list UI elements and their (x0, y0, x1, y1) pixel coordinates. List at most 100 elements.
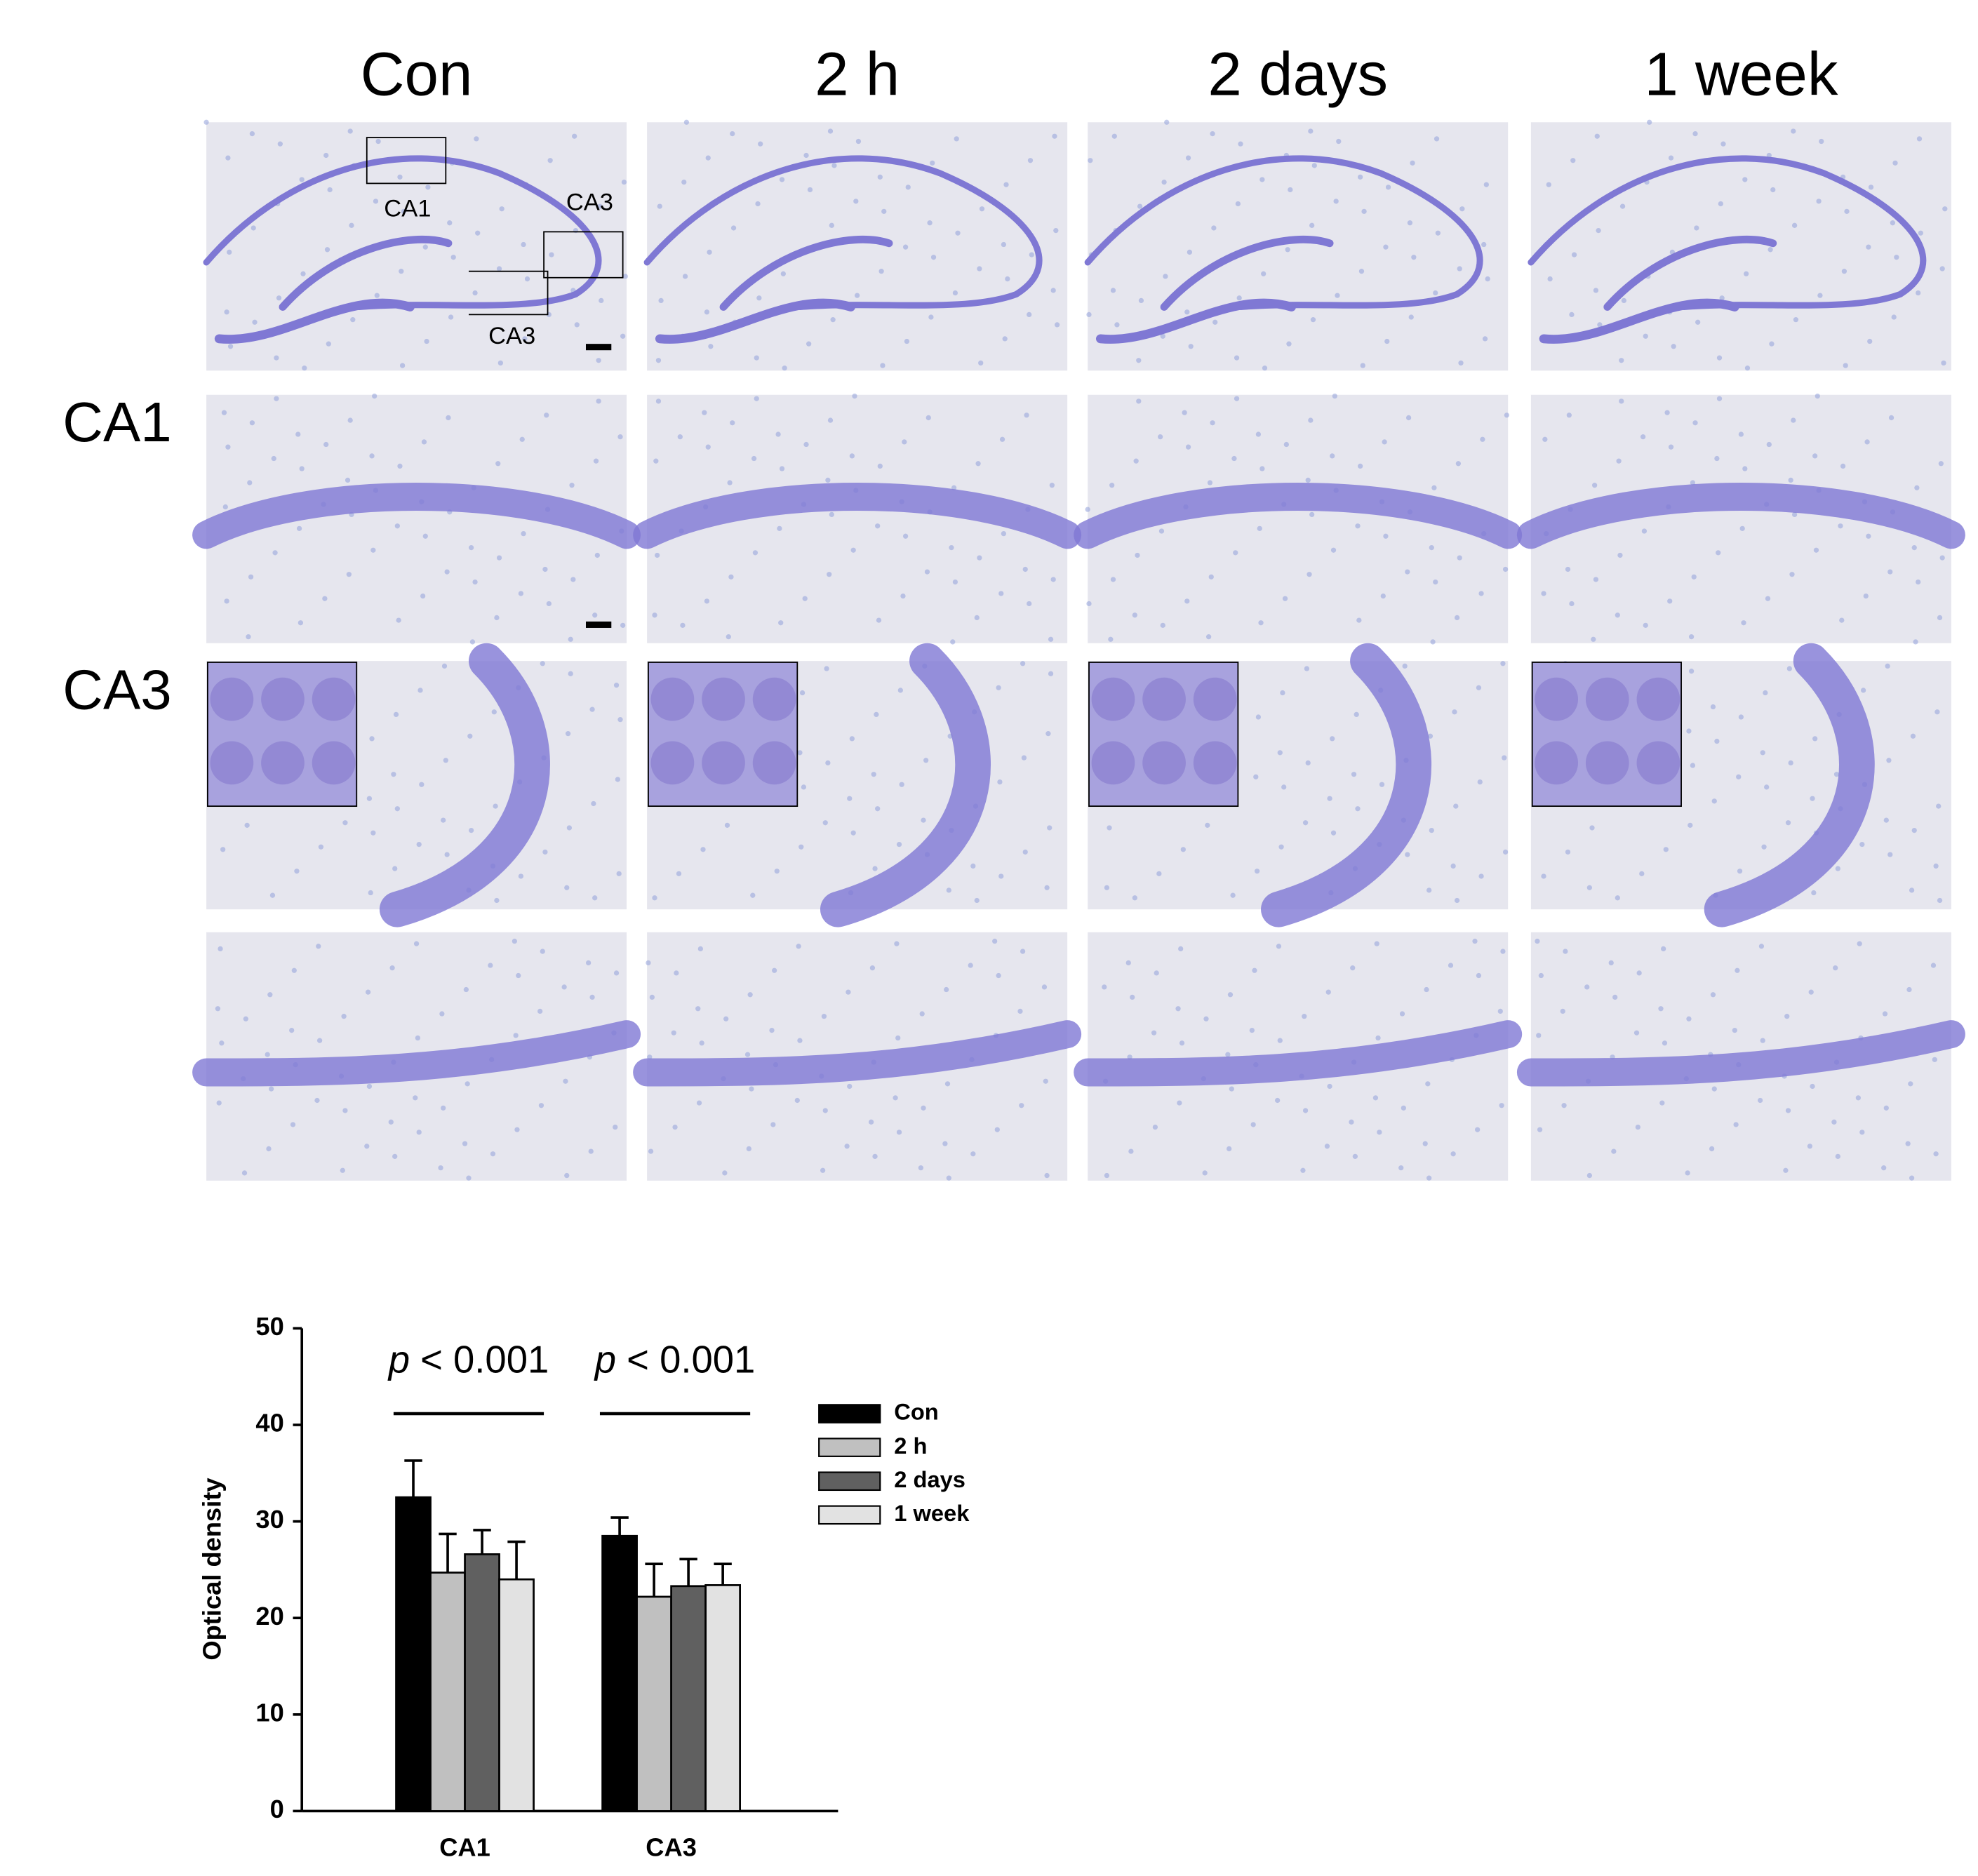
cell (829, 511, 834, 518)
cell (1720, 141, 1726, 147)
cell (589, 706, 595, 712)
cell (1259, 466, 1265, 471)
cell (1212, 319, 1218, 325)
annotation-p: p (594, 1339, 616, 1381)
cell (1137, 203, 1143, 209)
cell (1114, 322, 1120, 328)
cell (1647, 119, 1652, 125)
cell (822, 820, 828, 826)
cell (1405, 852, 1410, 857)
cell (996, 685, 1001, 690)
cell (1128, 1148, 1134, 1154)
cell (1640, 434, 1646, 440)
cell (1227, 992, 1234, 998)
cell (1474, 1127, 1481, 1132)
cell (1383, 244, 1389, 250)
y-tick-label: 0 (270, 1795, 284, 1823)
cell (1349, 1119, 1354, 1125)
cell (1619, 398, 1624, 404)
cell (1020, 949, 1026, 954)
cell (1309, 222, 1315, 228)
micrograph (633, 393, 1082, 645)
cell (599, 297, 604, 304)
cell (1593, 288, 1599, 293)
cell (1154, 970, 1159, 976)
inset-cell (1091, 677, 1135, 721)
cell (1158, 434, 1163, 440)
cell (1102, 984, 1107, 990)
cell (799, 690, 806, 696)
cell (269, 1086, 274, 1092)
cell (755, 201, 761, 207)
y-axis-label: Optical density (198, 1478, 227, 1660)
cell (806, 341, 812, 347)
cell (1569, 311, 1575, 318)
cell (1659, 1100, 1665, 1106)
cell (277, 141, 283, 147)
cell (726, 634, 731, 640)
cell (416, 841, 422, 847)
cell (495, 461, 501, 467)
cell (849, 453, 855, 459)
cell-layer (655, 298, 855, 344)
cell (1452, 709, 1457, 715)
cell-layer (1516, 483, 1965, 549)
micrograph (1074, 932, 1523, 1181)
cell (1254, 869, 1260, 874)
cell (1664, 410, 1670, 415)
cell (1255, 714, 1262, 720)
cell-layer (719, 235, 893, 311)
cell (1483, 182, 1489, 187)
inset-cell (261, 741, 305, 785)
cell (340, 1167, 345, 1173)
cell (1916, 136, 1923, 142)
cell (1791, 511, 1798, 518)
cell (878, 269, 884, 274)
cell (868, 1119, 874, 1125)
cell (1932, 1057, 1937, 1062)
cell (1325, 989, 1331, 995)
legend-swatch (818, 1471, 881, 1492)
leader (468, 270, 549, 316)
bar (601, 1534, 638, 1812)
cell (1738, 431, 1744, 437)
cell (1916, 290, 1921, 296)
cell (780, 271, 786, 276)
cell (970, 1151, 976, 1157)
cell (518, 873, 524, 879)
cell (569, 483, 575, 488)
inset-cell (1091, 741, 1135, 785)
region-box (543, 231, 624, 279)
cell (472, 579, 478, 585)
row-label: CA3 (62, 658, 171, 721)
cell (549, 252, 554, 257)
bar (704, 1584, 741, 1812)
cell (1361, 208, 1367, 214)
cell (1211, 225, 1217, 231)
cell (203, 119, 209, 125)
cell (894, 941, 900, 946)
cell (1132, 612, 1137, 618)
cell (512, 938, 517, 944)
cell (588, 1148, 594, 1154)
cell (1690, 480, 1696, 485)
cell (876, 617, 882, 623)
cell (370, 830, 376, 836)
inset-cell (702, 741, 745, 785)
cell (1360, 363, 1365, 368)
cell (1227, 1146, 1232, 1152)
cell (522, 336, 528, 342)
cell (1811, 890, 1817, 896)
cell (467, 733, 473, 739)
cell (438, 1165, 443, 1171)
cell (1500, 949, 1506, 954)
cell (299, 466, 305, 471)
cell (821, 1014, 827, 1019)
cell (314, 1097, 320, 1104)
cell (998, 873, 1004, 879)
cell (1793, 317, 1799, 323)
cell (323, 152, 329, 159)
cell (1709, 1146, 1715, 1152)
cell (1476, 685, 1482, 690)
